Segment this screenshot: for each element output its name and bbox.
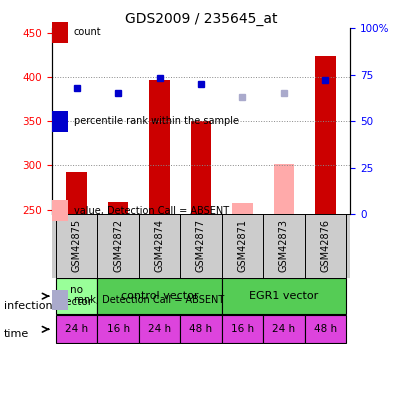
Text: 16 h: 16 h (107, 324, 130, 334)
FancyBboxPatch shape (56, 315, 98, 343)
Bar (273, 164, 294, 214)
Bar (232, 203, 253, 214)
FancyBboxPatch shape (139, 315, 180, 343)
Text: 16 h: 16 h (231, 324, 254, 334)
Text: GSM42876: GSM42876 (320, 219, 330, 272)
Text: rank, Detection Call = ABSENT: rank, Detection Call = ABSENT (74, 295, 224, 305)
Text: value, Detection Call = ABSENT: value, Detection Call = ABSENT (74, 206, 229, 215)
Text: no
vector: no vector (60, 286, 93, 307)
Text: 24 h: 24 h (148, 324, 171, 334)
FancyBboxPatch shape (304, 315, 346, 343)
Text: 48 h: 48 h (189, 324, 213, 334)
Bar (66, 172, 87, 214)
Text: time: time (4, 329, 29, 339)
Bar (315, 56, 336, 214)
Text: EGR1 vector: EGR1 vector (249, 291, 318, 301)
FancyBboxPatch shape (180, 315, 222, 343)
Text: GSM42877: GSM42877 (196, 219, 206, 272)
Bar (108, 202, 129, 214)
Bar (149, 80, 170, 214)
Text: percentile rank within the sample: percentile rank within the sample (74, 117, 239, 126)
FancyBboxPatch shape (56, 278, 98, 314)
Text: control vector: control vector (121, 291, 198, 301)
Text: GSM42873: GSM42873 (279, 219, 289, 272)
Text: count: count (74, 28, 101, 37)
Text: 24 h: 24 h (65, 324, 88, 334)
Text: GSM42874: GSM42874 (154, 219, 164, 272)
FancyBboxPatch shape (98, 315, 139, 343)
Title: GDS2009 / 235645_at: GDS2009 / 235645_at (125, 12, 277, 26)
FancyBboxPatch shape (222, 278, 346, 314)
Text: infection: infection (4, 301, 53, 311)
Text: GSM42872: GSM42872 (113, 219, 123, 272)
FancyBboxPatch shape (222, 315, 263, 343)
Text: GSM42875: GSM42875 (72, 219, 82, 272)
Text: 48 h: 48 h (314, 324, 337, 334)
FancyBboxPatch shape (98, 278, 222, 314)
Bar (191, 121, 211, 214)
Text: 24 h: 24 h (272, 324, 295, 334)
Text: GSM42871: GSM42871 (238, 219, 248, 272)
FancyBboxPatch shape (263, 315, 304, 343)
